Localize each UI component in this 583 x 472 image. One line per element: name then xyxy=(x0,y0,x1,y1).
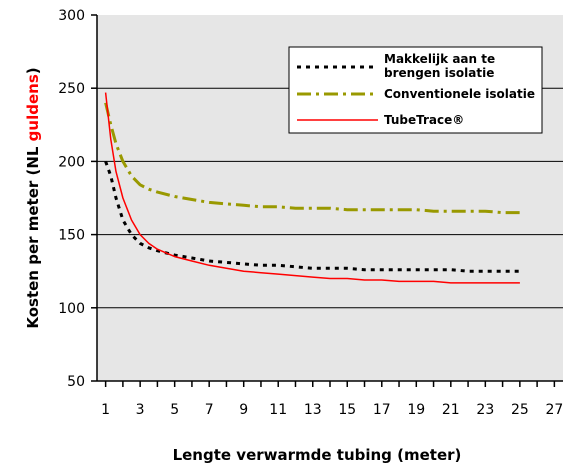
y-tick-label-100: 100 xyxy=(58,301,85,317)
legend-label-makkelijk-line1: Makkelijk aan te xyxy=(384,52,495,66)
x-tick-label-17: 17 xyxy=(373,402,391,418)
x-tick-label-3: 3 xyxy=(136,402,145,418)
y-tick-label-200: 200 xyxy=(58,154,85,170)
x-tick-label-7: 7 xyxy=(205,402,214,418)
x-tick-label-9: 9 xyxy=(239,402,248,418)
y-ticks: 50 100 150 200 250 300 xyxy=(58,8,97,390)
legend-box xyxy=(288,46,543,134)
y-axis-title-part-1: Kosten per meter (NL xyxy=(24,141,42,328)
x-axis-title: Lengte verwarmde tubing (meter) xyxy=(173,446,462,464)
y-axis-title-part-3: ) xyxy=(24,67,42,74)
x-tick-label-11: 11 xyxy=(269,402,287,418)
legend-label-conventioneel: Conventionele isolatie xyxy=(384,87,535,101)
y-axis-title-highlight: guldens xyxy=(24,74,42,141)
series-line-tubetrace xyxy=(104,92,520,284)
y-tick-label-150: 150 xyxy=(58,228,85,244)
y-tick-label-50: 50 xyxy=(67,374,85,390)
x-ticks: 1 3 5 7 9 11 13 15 17 19 21 23 25 27 xyxy=(101,381,563,418)
x-tick-label-23: 23 xyxy=(476,402,494,418)
x-tick-label-15: 15 xyxy=(338,402,356,418)
y-tick-label-300: 300 xyxy=(58,8,85,24)
x-tick-label-5: 5 xyxy=(170,402,179,418)
x-tick-label-1: 1 xyxy=(101,402,110,418)
y-tick-label-250: 250 xyxy=(58,81,85,97)
x-tick-label-25: 25 xyxy=(511,402,529,418)
legend-label-tubetrace: TubeTrace® xyxy=(384,113,464,127)
x-tick-label-13: 13 xyxy=(304,402,322,418)
x-tick-label-19: 19 xyxy=(407,402,425,418)
series-layer xyxy=(104,92,520,284)
x-tick-label-27: 27 xyxy=(545,402,563,418)
series-line-conventioneel xyxy=(104,102,520,215)
legend-label-makkelijk-line2: brengen isolatie xyxy=(384,66,494,80)
legend: Makkelijk aan te brengen isolatie Conven… xyxy=(288,46,543,134)
y-axis-title: Kosten per meter (NL guldens) xyxy=(24,67,42,328)
x-tick-label-21: 21 xyxy=(442,402,460,418)
